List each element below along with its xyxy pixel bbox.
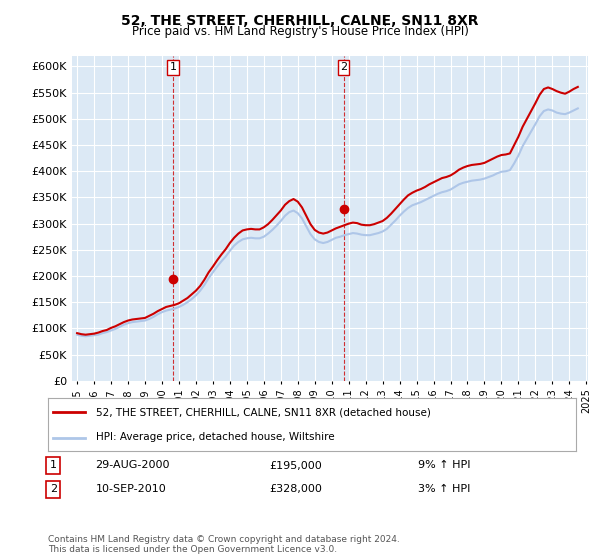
Text: £328,000: £328,000 (270, 484, 323, 494)
Text: 1: 1 (170, 62, 176, 72)
Text: 52, THE STREET, CHERHILL, CALNE, SN11 8XR (detached house): 52, THE STREET, CHERHILL, CALNE, SN11 8X… (95, 408, 430, 418)
Text: £195,000: £195,000 (270, 460, 323, 470)
Text: 3% ↑ HPI: 3% ↑ HPI (418, 484, 470, 494)
Text: 2: 2 (340, 62, 347, 72)
Text: Contains HM Land Registry data © Crown copyright and database right 2024.
This d: Contains HM Land Registry data © Crown c… (48, 535, 400, 554)
Text: 29-AUG-2000: 29-AUG-2000 (95, 460, 170, 470)
Text: Price paid vs. HM Land Registry's House Price Index (HPI): Price paid vs. HM Land Registry's House … (131, 25, 469, 38)
Text: 10-SEP-2010: 10-SEP-2010 (95, 484, 166, 494)
Text: HPI: Average price, detached house, Wiltshire: HPI: Average price, detached house, Wilt… (95, 432, 334, 442)
Text: 1: 1 (50, 460, 57, 470)
Text: 2: 2 (50, 484, 57, 494)
Text: 9% ↑ HPI: 9% ↑ HPI (418, 460, 470, 470)
Text: 52, THE STREET, CHERHILL, CALNE, SN11 8XR: 52, THE STREET, CHERHILL, CALNE, SN11 8X… (121, 14, 479, 28)
